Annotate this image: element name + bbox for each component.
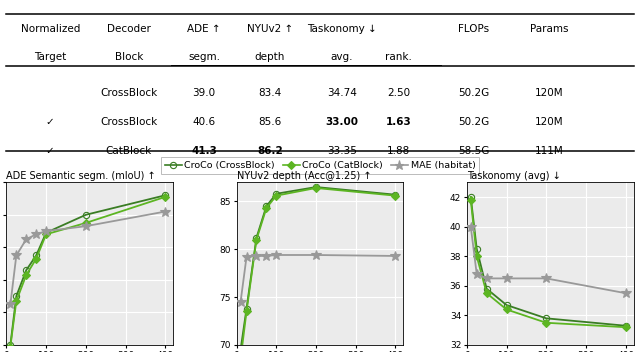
Text: FLOPs: FLOPs [458,24,489,33]
Text: 1.88: 1.88 [387,146,410,156]
Text: Block: Block [115,52,143,62]
Text: NYUv2 depth (Acc@1.25) ↑: NYUv2 depth (Acc@1.25) ↑ [237,171,371,182]
Text: CrossBlock: CrossBlock [100,88,157,99]
Text: 41.3: 41.3 [191,146,217,156]
Text: Normalized: Normalized [20,24,80,33]
Text: rank.: rank. [385,52,412,62]
Text: Taskonomy (avg) ↓: Taskonomy (avg) ↓ [467,171,561,182]
Text: 33.35: 33.35 [327,146,357,156]
Text: 111M: 111M [534,146,563,156]
Text: 120M: 120M [534,88,563,99]
Text: segm.: segm. [188,52,220,62]
Text: CrossBlock: CrossBlock [100,117,157,127]
Text: 50.2G: 50.2G [458,117,490,127]
Text: 40.6: 40.6 [193,117,216,127]
Text: CatBlock: CatBlock [106,146,152,156]
Text: Decoder: Decoder [107,24,150,33]
Text: 58.5G: 58.5G [458,146,490,156]
Text: 33.00: 33.00 [326,117,358,127]
Text: 50.2G: 50.2G [458,88,490,99]
Text: 1.63: 1.63 [385,117,412,127]
Text: ✓: ✓ [46,117,54,127]
Text: NYUv2 ↑: NYUv2 ↑ [246,24,293,33]
Text: ADE Semantic segm. (mIoU) ↑: ADE Semantic segm. (mIoU) ↑ [6,171,156,182]
Text: 34.74: 34.74 [327,88,357,99]
Legend: CroCo (CrossBlock), CroCo (CatBlock), MAE (habitat): CroCo (CrossBlock), CroCo (CatBlock), MA… [161,157,479,174]
Text: 86.2: 86.2 [257,146,283,156]
Text: Taskonomy ↓: Taskonomy ↓ [307,24,377,33]
Text: Target: Target [34,52,67,62]
Text: 120M: 120M [534,117,563,127]
Text: 2.50: 2.50 [387,88,410,99]
Text: avg.: avg. [331,52,353,62]
Text: ADE ↑: ADE ↑ [187,24,221,33]
Text: depth: depth [255,52,285,62]
Text: ✓: ✓ [46,146,54,156]
Text: 83.4: 83.4 [258,88,282,99]
Text: 85.6: 85.6 [258,117,282,127]
Text: 39.0: 39.0 [193,88,216,99]
Text: Params: Params [530,24,568,33]
